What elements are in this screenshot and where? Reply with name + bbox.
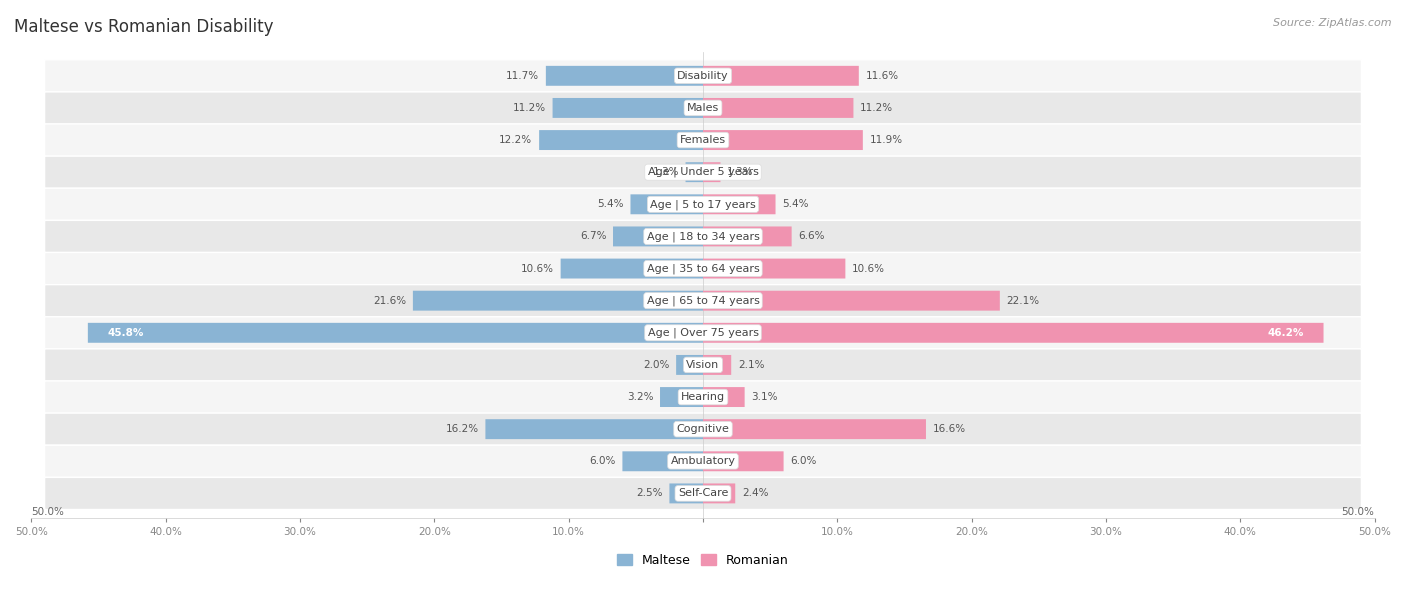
Text: 11.6%: 11.6%	[866, 71, 898, 81]
Text: 5.4%: 5.4%	[598, 200, 624, 209]
Text: Age | 18 to 34 years: Age | 18 to 34 years	[647, 231, 759, 242]
Text: 11.2%: 11.2%	[513, 103, 546, 113]
Text: Females: Females	[681, 135, 725, 145]
FancyBboxPatch shape	[45, 317, 1361, 349]
Text: 6.7%: 6.7%	[579, 231, 606, 241]
Text: 11.7%: 11.7%	[506, 71, 538, 81]
Text: Cognitive: Cognitive	[676, 424, 730, 434]
Text: Age | 5 to 17 years: Age | 5 to 17 years	[650, 199, 756, 209]
Text: 21.6%: 21.6%	[373, 296, 406, 305]
Text: Age | 35 to 64 years: Age | 35 to 64 years	[647, 263, 759, 274]
FancyBboxPatch shape	[703, 483, 735, 504]
Text: Maltese vs Romanian Disability: Maltese vs Romanian Disability	[14, 18, 274, 36]
Text: 1.3%: 1.3%	[727, 167, 754, 177]
FancyBboxPatch shape	[87, 323, 703, 343]
Text: 16.2%: 16.2%	[446, 424, 478, 434]
Text: 50.0%: 50.0%	[31, 507, 65, 517]
Text: 22.1%: 22.1%	[1007, 296, 1039, 305]
FancyBboxPatch shape	[45, 92, 1361, 124]
FancyBboxPatch shape	[669, 483, 703, 504]
FancyBboxPatch shape	[553, 98, 703, 118]
FancyBboxPatch shape	[45, 477, 1361, 509]
FancyBboxPatch shape	[546, 66, 703, 86]
Text: 1.3%: 1.3%	[652, 167, 679, 177]
Text: 46.2%: 46.2%	[1267, 328, 1303, 338]
FancyBboxPatch shape	[676, 355, 703, 375]
Text: 6.0%: 6.0%	[589, 457, 616, 466]
FancyBboxPatch shape	[413, 291, 703, 311]
FancyBboxPatch shape	[659, 387, 703, 407]
Text: 45.8%: 45.8%	[108, 328, 145, 338]
Text: 16.6%: 16.6%	[932, 424, 966, 434]
FancyBboxPatch shape	[703, 419, 927, 439]
Text: Males: Males	[688, 103, 718, 113]
FancyBboxPatch shape	[703, 451, 783, 471]
FancyBboxPatch shape	[45, 446, 1361, 477]
Text: Self-Care: Self-Care	[678, 488, 728, 498]
FancyBboxPatch shape	[703, 195, 776, 214]
FancyBboxPatch shape	[45, 188, 1361, 220]
FancyBboxPatch shape	[45, 124, 1361, 156]
Text: Source: ZipAtlas.com: Source: ZipAtlas.com	[1274, 18, 1392, 28]
FancyBboxPatch shape	[45, 381, 1361, 413]
Text: 2.4%: 2.4%	[742, 488, 769, 498]
FancyBboxPatch shape	[703, 355, 731, 375]
FancyBboxPatch shape	[703, 387, 745, 407]
FancyBboxPatch shape	[45, 156, 1361, 188]
Text: Ambulatory: Ambulatory	[671, 457, 735, 466]
FancyBboxPatch shape	[485, 419, 703, 439]
Text: Age | Over 75 years: Age | Over 75 years	[648, 327, 758, 338]
FancyBboxPatch shape	[703, 66, 859, 86]
Text: 6.6%: 6.6%	[799, 231, 825, 241]
Text: Age | Under 5 years: Age | Under 5 years	[648, 167, 758, 177]
FancyBboxPatch shape	[45, 220, 1361, 253]
Text: Hearing: Hearing	[681, 392, 725, 402]
Text: 2.5%: 2.5%	[636, 488, 662, 498]
Text: 3.2%: 3.2%	[627, 392, 654, 402]
FancyBboxPatch shape	[630, 195, 703, 214]
FancyBboxPatch shape	[538, 130, 703, 150]
FancyBboxPatch shape	[561, 259, 703, 278]
Text: 11.9%: 11.9%	[869, 135, 903, 145]
FancyBboxPatch shape	[703, 323, 1323, 343]
FancyBboxPatch shape	[45, 349, 1361, 381]
Legend: Maltese, Romanian: Maltese, Romanian	[612, 549, 794, 572]
FancyBboxPatch shape	[45, 253, 1361, 285]
FancyBboxPatch shape	[623, 451, 703, 471]
Text: 10.6%: 10.6%	[852, 264, 886, 274]
FancyBboxPatch shape	[703, 162, 720, 182]
Text: 50.0%: 50.0%	[1341, 507, 1375, 517]
FancyBboxPatch shape	[686, 162, 703, 182]
FancyBboxPatch shape	[45, 60, 1361, 92]
Text: 3.1%: 3.1%	[751, 392, 778, 402]
Text: 5.4%: 5.4%	[782, 200, 808, 209]
Text: 6.0%: 6.0%	[790, 457, 817, 466]
Text: 2.1%: 2.1%	[738, 360, 765, 370]
Text: 12.2%: 12.2%	[499, 135, 533, 145]
FancyBboxPatch shape	[703, 130, 863, 150]
FancyBboxPatch shape	[613, 226, 703, 247]
Text: 10.6%: 10.6%	[520, 264, 554, 274]
FancyBboxPatch shape	[703, 259, 845, 278]
Text: Vision: Vision	[686, 360, 720, 370]
Text: Age | 65 to 74 years: Age | 65 to 74 years	[647, 296, 759, 306]
Text: 11.2%: 11.2%	[860, 103, 893, 113]
FancyBboxPatch shape	[703, 291, 1000, 311]
FancyBboxPatch shape	[703, 98, 853, 118]
FancyBboxPatch shape	[45, 285, 1361, 317]
FancyBboxPatch shape	[45, 413, 1361, 446]
Text: Disability: Disability	[678, 71, 728, 81]
Text: 2.0%: 2.0%	[643, 360, 669, 370]
FancyBboxPatch shape	[703, 226, 792, 247]
